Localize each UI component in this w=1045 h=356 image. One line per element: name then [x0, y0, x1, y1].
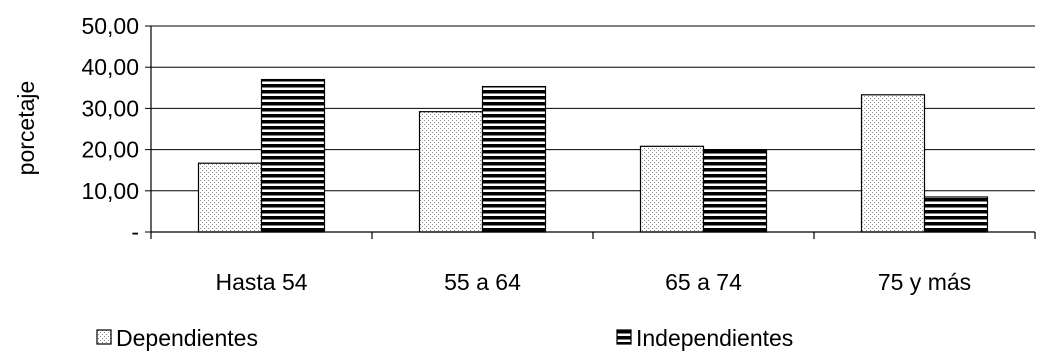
y-tick-label: 40,00 [81, 54, 139, 80]
x-category-label: Hasta 54 [215, 269, 307, 295]
bar-independientes [260, 78, 326, 233]
legend-label-independientes: Independientes [636, 325, 793, 351]
y-tick-label: 30,00 [81, 95, 139, 121]
y-axis-title: porcetaje [13, 81, 39, 176]
axes [150, 26, 1036, 239]
bar-dependientes [639, 145, 705, 233]
x-category-label: 55 a 64 [444, 269, 521, 295]
bar-dependientes [197, 162, 263, 233]
x-category-label: 75 y más [878, 269, 971, 295]
x-category-label: 65 a 74 [665, 269, 742, 295]
bar-dependientes [418, 111, 484, 233]
legend-label-dependientes: Dependientes [116, 325, 258, 351]
bars [197, 78, 989, 233]
x-axis-categories: Hasta 54 55 a 64 65 a 74 75 y más [215, 269, 971, 295]
y-tick-label: - [131, 219, 139, 245]
legend-swatch-independientes [616, 329, 632, 345]
legend-swatch-dependientes [96, 329, 112, 345]
bar-independientes [702, 149, 768, 233]
y-axis-ticks: - 10,00 20,00 30,00 40,00 50,00 [81, 13, 151, 245]
y-tick-label: 50,00 [81, 13, 139, 39]
bar-independientes [923, 196, 989, 233]
y-tick-label: 20,00 [81, 137, 139, 163]
legend: Dependientes Independientes [96, 325, 793, 351]
bar-dependientes [860, 94, 926, 233]
bar-independientes [481, 85, 547, 233]
y-tick-label: 10,00 [81, 178, 139, 204]
